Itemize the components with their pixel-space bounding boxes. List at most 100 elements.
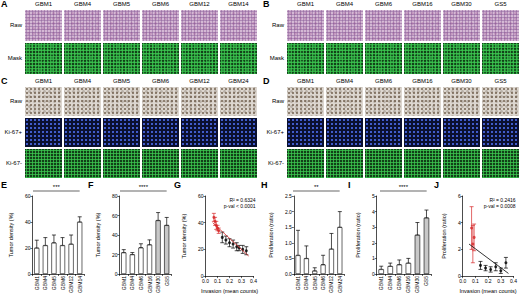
html-text:Ki-67-: Ki-67- [268, 159, 284, 166]
svg-text:20: 20 [198, 246, 204, 252]
svg-text:60: 60 [198, 193, 204, 199]
svg-text:20: 20 [112, 252, 118, 258]
svg-text:Proliferation (ratio): Proliferation (ratio) [355, 212, 361, 257]
html-text:Raw: Raw [10, 21, 22, 28]
svg-text:GBM1: GBM1 [295, 276, 301, 290]
svg-text:0.1: 0.1 [472, 278, 479, 284]
html-text:Ki-67-: Ki-67- [6, 159, 22, 166]
svg-text:GBM24: GBM24 [337, 276, 343, 293]
html-text:B: B [263, 0, 270, 9]
svg-text:GBM1: GBM1 [378, 276, 384, 290]
svg-text:0.2: 0.2 [226, 278, 233, 284]
svg-text:***: *** [53, 184, 61, 190]
svg-text:GS5: GS5 [163, 276, 169, 286]
svg-text:2.5: 2.5 [285, 193, 292, 199]
svg-text:****: **** [398, 184, 408, 190]
svg-text:Tumor density (%): Tumor density (%) [95, 212, 101, 257]
svg-text:GBM4: GBM4 [129, 276, 135, 290]
svg-text:2.0: 2.0 [285, 209, 292, 215]
svg-text:0.0: 0.0 [460, 278, 467, 284]
svg-text:0.5: 0.5 [285, 255, 292, 261]
svg-text:p-val < 0.0001: p-val < 0.0001 [224, 203, 256, 209]
svg-text:****: **** [138, 184, 148, 190]
html-text:Raw: Raw [272, 97, 284, 104]
svg-text:3: 3 [372, 224, 375, 230]
svg-text:1: 1 [372, 255, 375, 261]
svg-text:GBM16: GBM16 [146, 276, 152, 293]
svg-text:0: 0 [114, 271, 117, 277]
svg-text:Invasion (mean counts): Invasion (mean counts) [460, 288, 517, 294]
svg-text:0.3: 0.3 [498, 278, 505, 284]
svg-text:J: J [434, 180, 439, 190]
svg-text:0.1: 0.1 [214, 278, 221, 284]
html-text:GBM1: GBM1 [35, 1, 52, 7]
svg-text:GBM30: GBM30 [155, 276, 161, 293]
svg-text:GBM5: GBM5 [51, 276, 57, 290]
svg-text:H: H [261, 180, 268, 190]
svg-text:0: 0 [372, 271, 375, 277]
html-text:GBM4: GBM4 [74, 1, 91, 7]
svg-text:0: 0 [28, 271, 31, 277]
svg-text:GBM1: GBM1 [120, 276, 126, 290]
svg-text:E: E [1, 180, 7, 190]
svg-text:Invasion (mean counts): Invasion (mean counts) [201, 288, 258, 294]
svg-text:0.0: 0.0 [285, 271, 292, 277]
svg-text:GBM30: GBM30 [414, 276, 420, 293]
svg-text:Proliferation (ratio): Proliferation (ratio) [268, 212, 274, 257]
svg-text:0.4: 0.4 [510, 278, 517, 284]
svg-text:GBM6: GBM6 [320, 276, 326, 290]
svg-text:60: 60 [25, 193, 31, 199]
svg-text:Proliferation (ratio): Proliferation (ratio) [441, 213, 447, 258]
html-text:Raw: Raw [10, 97, 22, 104]
html-text:C: C [1, 76, 8, 86]
svg-text:GBM5: GBM5 [312, 276, 318, 290]
svg-text:40: 40 [198, 220, 204, 226]
svg-text:p-val = 0.0008: p-val = 0.0008 [484, 203, 516, 209]
html-text:Raw: Raw [272, 21, 284, 28]
svg-text:Tumor density (%): Tumor density (%) [181, 214, 187, 259]
svg-text:GBM1: GBM1 [34, 276, 40, 290]
svg-text:80: 80 [112, 193, 118, 199]
svg-text:1.5: 1.5 [285, 224, 292, 230]
svg-text:GS5: GS5 [423, 276, 429, 286]
svg-text:1.0: 1.0 [285, 240, 292, 246]
svg-text:GBM16: GBM16 [405, 276, 411, 293]
svg-text:20: 20 [25, 245, 31, 251]
svg-text:0.4: 0.4 [250, 278, 257, 284]
html-text:A: A [1, 0, 8, 9]
svg-text:5: 5 [372, 193, 375, 199]
svg-text:4: 4 [372, 209, 375, 215]
svg-text:2: 2 [458, 246, 461, 252]
svg-text:40: 40 [25, 219, 31, 225]
html-text:D: D [263, 76, 270, 86]
svg-text:2: 2 [372, 240, 375, 246]
svg-text:Tumor density (%): Tumor density (%) [8, 212, 14, 257]
svg-text:I: I [348, 180, 351, 190]
svg-text:GBM6: GBM6 [138, 276, 144, 290]
svg-text:GBM4: GBM4 [303, 276, 309, 290]
svg-text:GBM4: GBM4 [42, 276, 48, 290]
svg-text:R² = 0.6324: R² = 0.6324 [229, 196, 256, 203]
svg-text:4: 4 [458, 220, 461, 226]
svg-text:GBM6: GBM6 [60, 276, 66, 290]
svg-text:GBM14: GBM14 [77, 276, 83, 293]
html-text:GBM5: GBM5 [113, 1, 130, 7]
svg-text:GBM6: GBM6 [396, 276, 402, 290]
svg-text:6: 6 [458, 193, 461, 199]
html-text:Ki-67+: Ki-67+ [266, 128, 284, 135]
svg-text:0.0: 0.0 [202, 278, 209, 284]
html-text:Mask: Mask [269, 54, 284, 61]
svg-text:GBM4: GBM4 [387, 276, 393, 290]
svg-text:GBM12: GBM12 [328, 276, 334, 293]
svg-text:40: 40 [112, 232, 118, 238]
svg-text:G: G [174, 180, 181, 190]
svg-text:0.2: 0.2 [485, 278, 492, 284]
svg-text:60: 60 [112, 213, 118, 219]
html-text:Ki-67+: Ki-67+ [4, 128, 22, 135]
html-text:Mask: Mask [7, 54, 22, 61]
svg-text:GBM12: GBM12 [68, 276, 74, 293]
svg-text:F: F [88, 180, 94, 190]
svg-text:**: ** [314, 184, 319, 190]
svg-text:0.3: 0.3 [238, 278, 245, 284]
svg-text:R² = 0.2416: R² = 0.2416 [489, 196, 516, 203]
